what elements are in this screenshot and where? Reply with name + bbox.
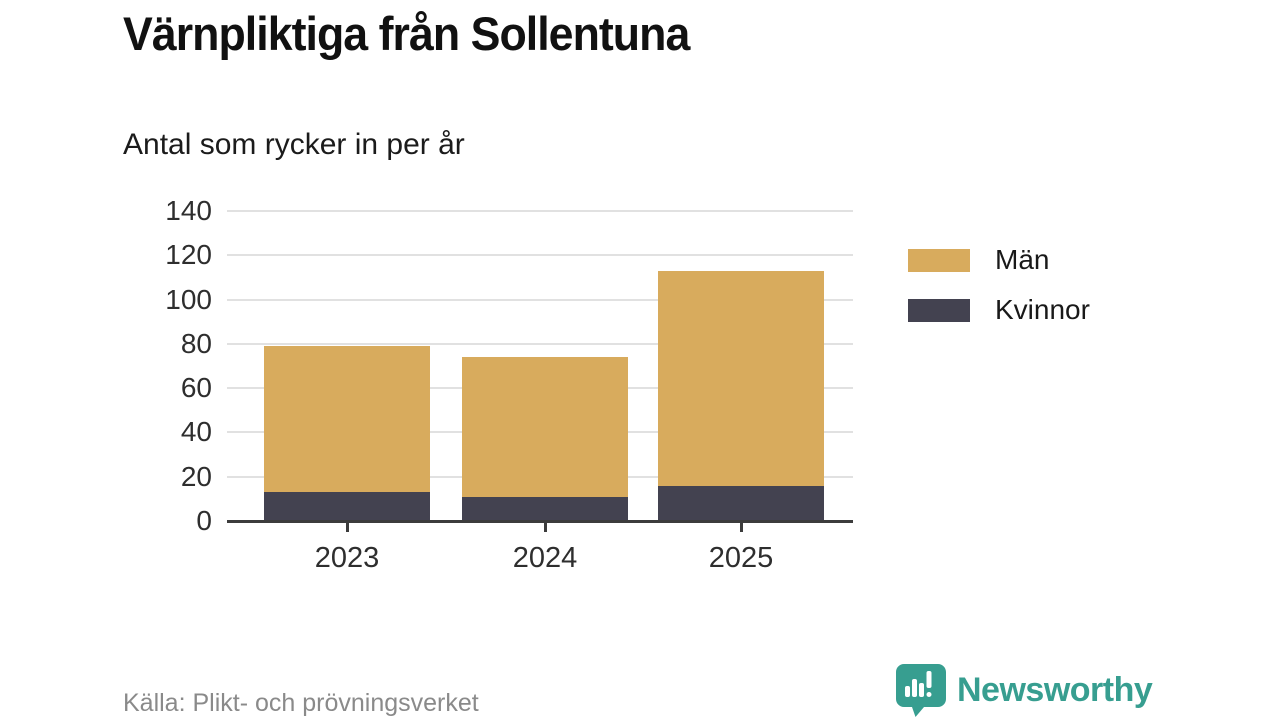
bar-segment-kvinnor-2023 xyxy=(264,492,430,521)
x-axis-tick-2024 xyxy=(544,523,547,532)
y-axis-tick-label: 0 xyxy=(196,505,212,536)
legend-label: Män xyxy=(995,244,1050,275)
x-axis-tick-2023 xyxy=(346,523,349,532)
newsworthy-logo: Newsworthy xyxy=(895,663,1153,718)
y-axis-tick-label: 100 xyxy=(165,283,212,315)
bar-segment-man-2025 xyxy=(658,270,824,486)
y-axis-tick-label: 140 xyxy=(165,195,212,226)
bar-segment-kvinnor-2025 xyxy=(658,485,824,521)
legend-swatch xyxy=(908,298,970,322)
y-axis-tick-label: 40 xyxy=(180,416,212,448)
bar-segment-man-2023 xyxy=(264,346,430,493)
bar-segment-man-2024 xyxy=(462,357,628,497)
x-axis-line xyxy=(227,520,853,523)
y-axis-tick-label: 80 xyxy=(180,327,212,359)
y-axis-tick-label: 20 xyxy=(180,460,212,492)
x-axis-label-2025: 2025 xyxy=(708,542,774,574)
x-axis-tick-2025 xyxy=(740,523,743,532)
legend-item-kvinnor: Kvinnor xyxy=(908,294,1090,326)
legend-label: Kvinnor xyxy=(995,294,1090,325)
gridline-80 xyxy=(227,342,853,345)
chart-title: Värnpliktiga från Sollentuna xyxy=(123,7,690,60)
gridline-140 xyxy=(227,210,853,212)
newsworthy-wordmark: Newsworthy xyxy=(957,671,1153,709)
chart-subtitle: Antal som rycker in per år xyxy=(123,128,465,161)
x-axis-label-2023: 2023 xyxy=(314,542,380,574)
legend-swatch xyxy=(908,248,970,272)
bar-segment-kvinnor-2024 xyxy=(462,496,628,521)
x-axis-label-2024: 2024 xyxy=(512,542,578,574)
y-axis-tick-label: 60 xyxy=(180,372,212,404)
gridline-120 xyxy=(227,254,853,257)
chart-legend: Män Kvinnor xyxy=(908,244,1090,344)
source-note: Källa: Plikt- och prövningsverket xyxy=(123,689,479,717)
legend-item-män: Män xyxy=(908,244,1090,276)
speech-bubble-bar-chart-icon xyxy=(896,664,946,717)
gridline-100 xyxy=(227,298,853,301)
y-axis-tick-label: 120 xyxy=(165,239,212,271)
